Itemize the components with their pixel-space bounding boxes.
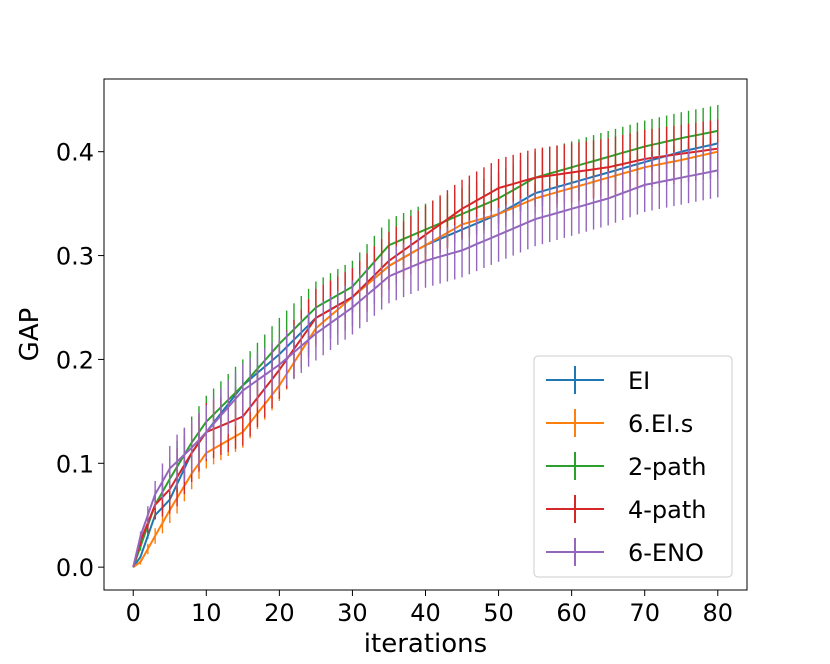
legend-label: EI <box>628 367 650 395</box>
plot-marks <box>132 104 719 569</box>
x-tick-label: 0 <box>126 599 141 627</box>
y-axis-title: GAP <box>15 308 45 362</box>
series-line <box>132 169 719 568</box>
legend-item-6.EI.s: 6.EI.s <box>546 409 693 438</box>
legend: EI 6.EI.s 2-path 4-path 6-ENO <box>533 355 733 578</box>
x-tick-label: 50 <box>483 599 514 627</box>
y-tick-label: 0.0 <box>56 554 94 582</box>
legend-label: 2-path <box>628 453 707 481</box>
legend-label: 6.EI.s <box>628 410 693 438</box>
y-tick-label: 0.2 <box>56 346 94 374</box>
y-tick-label: 0.4 <box>56 139 94 167</box>
series-6-ENO <box>132 143 719 568</box>
x-axis: 0 10 20 30 40 50 60 70 80 <box>126 590 733 627</box>
y-tick-label: 0.3 <box>56 243 94 271</box>
x-tick-label: 20 <box>264 599 295 627</box>
x-tick-label: 60 <box>556 599 587 627</box>
x-axis-title: iterations <box>364 629 487 659</box>
legend-label: 4-path <box>628 496 707 524</box>
x-tick-label: 30 <box>337 599 368 627</box>
legend-item-6-ENO: 6-ENO <box>546 538 704 567</box>
legend-box <box>533 355 733 578</box>
y-axis: 0.0 0.1 0.2 0.3 0.4 <box>56 139 104 582</box>
y-tick-label: 0.1 <box>56 450 94 478</box>
x-tick-label: 80 <box>702 599 733 627</box>
x-tick-label: 70 <box>629 599 660 627</box>
legend-item-2-path: 2-path <box>546 452 707 481</box>
x-tick-label: 10 <box>191 599 222 627</box>
legend-label: 6-ENO <box>628 539 704 567</box>
legend-item-4-path: 4-path <box>546 495 707 524</box>
x-tick-label: 40 <box>410 599 441 627</box>
legend-item-EI: EI <box>546 366 650 395</box>
